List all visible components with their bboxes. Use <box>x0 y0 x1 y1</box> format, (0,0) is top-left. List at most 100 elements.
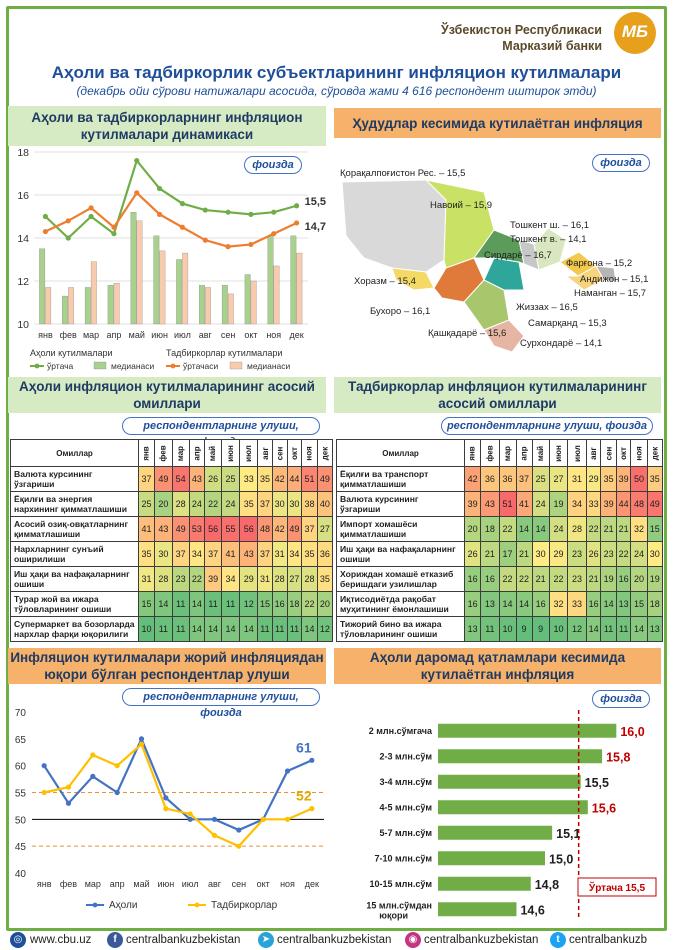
income-category-label: 3-4 млн.сўм <box>380 777 433 787</box>
dyn-xtick-label: авг <box>199 330 213 340</box>
share-point <box>309 806 315 812</box>
dyn-bar <box>267 235 274 325</box>
share-ytick-label: 50 <box>15 815 27 826</box>
pop-factors-cell: 37 <box>171 541 190 567</box>
region-label: Хоразм – 15,4 <box>354 276 416 287</box>
pop-factors-title-text: Аҳоли инфляцион кутилмаларининг асосий о… <box>19 379 315 411</box>
share-chart: 40 45 50 55 60 65 70 61 52 янв фев мар апр май июн июл а… <box>15 708 324 911</box>
pop-factors-cell: 14 <box>239 616 259 642</box>
region-label: Самарқанд – 15,3 <box>528 318 607 329</box>
biz-factors-header-month: май <box>531 439 550 467</box>
biz-factors-row: Импорт хомашёси қимматлашиши 20 18 22 14 14 24… <box>336 516 664 542</box>
pop-factors-factor-label: Иш ҳақи ва нафақаларнинг ошиши <box>10 566 139 592</box>
bank-name-line2: Марказий банки <box>502 39 602 53</box>
instagram-icon[interactable]: ◉ <box>405 932 421 948</box>
pop-factors-table: Омиллар янв фев мар апр май июн июл авг сен окт ноя… <box>10 439 334 642</box>
dyn-point <box>156 211 163 217</box>
pop-factors-cell: 42 <box>271 466 288 492</box>
share-point <box>236 827 242 833</box>
pop-factors-cell: 55 <box>220 516 241 542</box>
region-label: Жиззах – 16,5 <box>516 302 578 313</box>
share-point <box>309 757 315 763</box>
bank-logo-text: МБ <box>621 22 649 41</box>
share-point <box>41 763 47 769</box>
page-title: Аҳоли ва тадбиркорлик субъектларининг ин… <box>51 63 622 82</box>
pop-factors-header-month: июл <box>239 439 259 467</box>
biz-factors-cell: 30 <box>646 541 664 567</box>
dyn-ytick-label: 18 <box>17 147 29 159</box>
pop-factors-cell: 11 <box>271 616 288 642</box>
footer-website-link[interactable]: www.cbu.uz <box>30 934 92 946</box>
income-bar <box>438 825 553 840</box>
dyn-xtick-label: май <box>129 330 145 340</box>
income-category-label: 4-5 млн.сўм <box>380 802 433 812</box>
pop-factors-cell: 35 <box>239 491 259 517</box>
region-label: Қашқадарё – 15,6 <box>428 328 507 339</box>
share-section-title: Инфляцион кутилмалари жорий инфляциядан … <box>8 648 326 684</box>
dyn-bar <box>136 220 143 325</box>
facebook-icon[interactable]: f <box>107 932 123 948</box>
pop-factors-cell: 39 <box>204 566 222 592</box>
income-average-box <box>577 877 657 897</box>
pop-factors-row: Валюта курсининг ўзгариши 37 49 54 43 26 25 33 3… <box>10 466 334 492</box>
pop-factors-cell: 49 <box>171 516 190 542</box>
map-khorezm <box>391 267 435 291</box>
pop-factors-cell: 43 <box>188 466 206 492</box>
biz-factors-row: Тижорий бино ва ижара тўловларининг ошиш… <box>336 616 664 642</box>
page-frame <box>6 6 667 931</box>
regions-section-title: Ҳудудлар кесимида кутилаётган инфляция <box>334 108 661 138</box>
income-bar <box>438 876 531 891</box>
share-point <box>187 816 193 822</box>
pop-factors-row: Ёқилғи ва энергия нархининг қимматлашиши… <box>10 491 334 517</box>
biz-factors-factor-label: Ёқилғи ва транспорт қимматлашиши <box>336 466 465 492</box>
share-point <box>90 752 96 758</box>
twitter-icon[interactable]: t <box>550 932 566 948</box>
pop-factors-cell: 12 <box>239 591 259 617</box>
income-category-label: 5-7 млн.сўм <box>380 828 433 838</box>
page-subtitle: (декабрь ойи сўрови натижалари асосида, … <box>76 84 597 98</box>
biz-factors-cell: 29 <box>548 541 569 567</box>
pop-factors-cell: 56 <box>204 516 222 542</box>
biz-factors-header-month: фев <box>480 439 500 467</box>
biz-factors-cell: 9 <box>531 616 550 642</box>
pop-factors-cell: 11 <box>220 591 241 617</box>
dyn-point <box>248 241 254 248</box>
dyn-point <box>202 237 208 243</box>
dyn-bar <box>84 287 91 325</box>
biz-factors-cell: 15 <box>646 516 664 542</box>
footer-twitter-link[interactable]: centralbankuzb <box>569 934 647 946</box>
region-label: Фарғона – 15,2 <box>566 258 633 269</box>
biz-factors-row: Хориждан хомашё етказиб беришдаги узилиш… <box>336 566 664 592</box>
telegram-icon[interactable]: ➤ <box>258 932 274 948</box>
biz-factors-cell: 13 <box>463 616 482 642</box>
dyn-point <box>293 220 300 226</box>
biz-factors-header-month: янв <box>463 439 482 467</box>
pop-factors-cell: 49 <box>286 516 303 542</box>
biz-factors-cell: 39 <box>463 491 482 517</box>
biz-factors-cell: 42 <box>463 466 482 492</box>
region-label: Сурхондарё – 14,1 <box>520 338 603 349</box>
pop-factors-cell: 53 <box>188 516 206 542</box>
region-label: Навоий – 15,9 <box>430 200 493 211</box>
biz-factors-cell: 48 <box>630 491 648 517</box>
biz-factors-cell: 44 <box>615 491 632 517</box>
share-point <box>138 736 145 742</box>
footer-telegram-link[interactable]: centralbankuzbekistan <box>277 934 392 946</box>
biz-factors-cell: 14 <box>515 516 533 542</box>
pop-factors-header-month: авг <box>257 439 273 467</box>
pop-factors-cell: 34 <box>220 566 241 592</box>
dyn-bar <box>250 280 257 325</box>
share-ytick-label: 55 <box>15 789 27 800</box>
dyn-bar <box>244 274 251 325</box>
dyn-bar <box>290 235 297 325</box>
biz-factors-cell: 19 <box>646 566 664 592</box>
pop-factors-cell: 31 <box>257 566 273 592</box>
globe-icon[interactable]: ◎ <box>10 932 26 948</box>
dyn-xtick-label: апр <box>106 330 121 340</box>
footer-instagram-link[interactable]: centralbankuzbekistan <box>424 934 539 946</box>
footer-facebook-link[interactable]: centralbankuzbekistan <box>126 934 241 946</box>
biz-factors-cell: 10 <box>498 616 517 642</box>
biz-factors-cell: 9 <box>515 616 533 642</box>
share-xtick-label: апр <box>110 879 125 889</box>
dyn-legend-label: медианаси <box>111 361 154 371</box>
